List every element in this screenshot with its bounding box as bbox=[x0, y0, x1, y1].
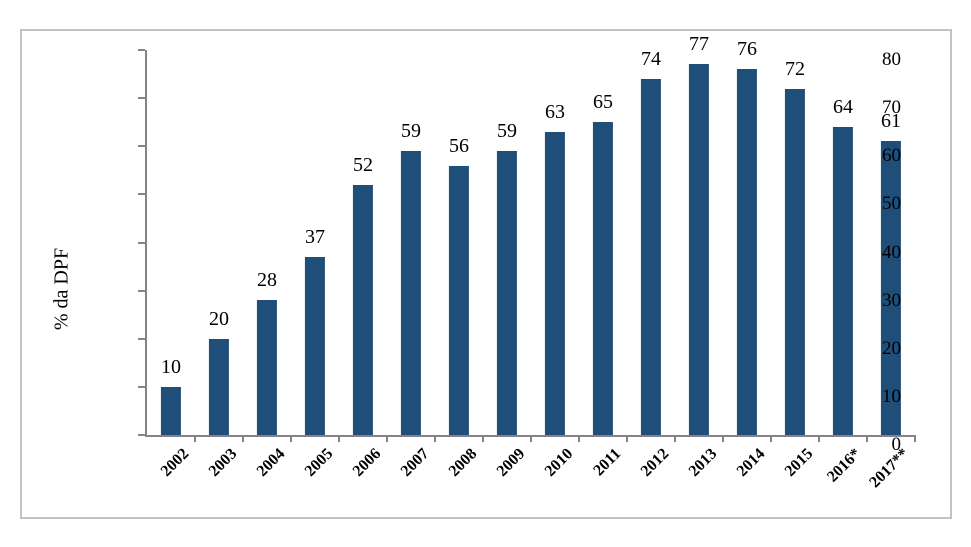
x-axis-tick bbox=[194, 435, 196, 442]
y-axis-tick bbox=[138, 193, 145, 196]
bar-slot: 59 2007 bbox=[387, 50, 435, 480]
x-axis-tick bbox=[290, 435, 292, 442]
bar-slot: 37 2005 bbox=[291, 50, 339, 480]
bar bbox=[400, 151, 422, 435]
bar bbox=[880, 141, 902, 435]
bar bbox=[592, 122, 614, 435]
y-axis-tick bbox=[138, 385, 145, 388]
y-axis-tick bbox=[138, 145, 145, 148]
bar-series: 10 2002 20 2003 28 2004 37 2005 52 2006 59 2007 56 20… bbox=[147, 34, 915, 491]
bar bbox=[736, 69, 758, 435]
bar bbox=[784, 88, 806, 435]
bar-value-label: 74 bbox=[641, 47, 661, 70]
bar-slot: 52 2006 bbox=[339, 50, 387, 480]
bar bbox=[496, 151, 518, 435]
bar-value-label: 63 bbox=[545, 100, 565, 123]
bar-value-label: 37 bbox=[305, 225, 325, 248]
bar-value-label: 64 bbox=[833, 96, 853, 118]
bar-value-label: 72 bbox=[785, 57, 805, 80]
y-axis-tick bbox=[138, 97, 145, 100]
y-axis-tick bbox=[138, 289, 145, 292]
bar-slot: 65 2011 bbox=[579, 50, 627, 479]
chart-frame: % da DPF 10 2002 20 2003 28 2004 37 2005 52 2006 5… bbox=[20, 29, 952, 519]
x-axis-tick bbox=[866, 435, 868, 442]
x-axis-tick bbox=[722, 435, 724, 442]
x-axis-tick bbox=[770, 435, 772, 442]
bar-slot: 56 2008 bbox=[435, 50, 483, 480]
bar-slot: 63 2010 bbox=[531, 50, 579, 480]
x-axis-tick bbox=[338, 435, 340, 442]
bar-value-label: 56 bbox=[449, 134, 469, 157]
bar bbox=[688, 64, 710, 435]
y-axis-tick bbox=[138, 434, 145, 436]
bar-slot: 64 2016* bbox=[819, 50, 867, 486]
bar-value-label: 61 bbox=[881, 110, 901, 133]
x-axis-tick bbox=[386, 435, 388, 442]
bar-value-label: 52 bbox=[353, 153, 373, 176]
bar bbox=[544, 131, 566, 435]
bar-value-label: 28 bbox=[257, 269, 277, 292]
x-axis-tick bbox=[482, 435, 484, 442]
bar-value-label: 10 bbox=[161, 355, 181, 378]
bar-slot: 74 2012 bbox=[627, 47, 675, 480]
x-axis-tick bbox=[578, 435, 580, 442]
bar-value-label: 65 bbox=[593, 91, 613, 114]
bar bbox=[160, 386, 182, 435]
x-axis-tick bbox=[914, 435, 916, 442]
bar bbox=[256, 300, 278, 435]
bar-slot: 59 2009 bbox=[483, 50, 531, 480]
bar-slot: 61 2017** bbox=[866, 50, 915, 491]
bar-slot: 76 2014 bbox=[723, 39, 771, 480]
bar bbox=[208, 338, 230, 435]
bar-slot: 28 2004 bbox=[243, 50, 291, 480]
y-axis-tick bbox=[138, 241, 145, 244]
y-axis-title: % da DPF bbox=[50, 247, 73, 331]
bar bbox=[448, 165, 470, 435]
bar-slot: 77 2013 bbox=[675, 34, 723, 480]
x-axis-tick bbox=[434, 435, 436, 442]
bar-value-label: 20 bbox=[209, 307, 229, 330]
x-axis-tick bbox=[626, 435, 628, 442]
x-axis-tick bbox=[818, 435, 820, 442]
bar-slot: 20 2003 bbox=[195, 50, 243, 480]
x-axis-tick bbox=[242, 435, 244, 442]
x-axis-tick bbox=[530, 435, 532, 442]
x-axis-tick bbox=[674, 435, 676, 442]
bar bbox=[352, 184, 374, 435]
bar bbox=[832, 127, 854, 435]
bar-value-label: 59 bbox=[497, 120, 517, 143]
bar-slot: 72 2015 bbox=[771, 50, 819, 480]
bar-value-label: 76 bbox=[737, 38, 757, 61]
bar-value-label: 59 bbox=[401, 120, 421, 143]
y-axis-tick bbox=[138, 49, 145, 51]
plot-area: 10 2002 20 2003 28 2004 37 2005 52 2006 59 2007 56 20… bbox=[138, 34, 916, 491]
bar bbox=[304, 256, 326, 435]
bar bbox=[640, 78, 662, 435]
bar-value-label: 77 bbox=[689, 33, 709, 56]
y-axis-tick bbox=[138, 337, 145, 340]
bar-slot: 10 2002 bbox=[147, 50, 195, 480]
